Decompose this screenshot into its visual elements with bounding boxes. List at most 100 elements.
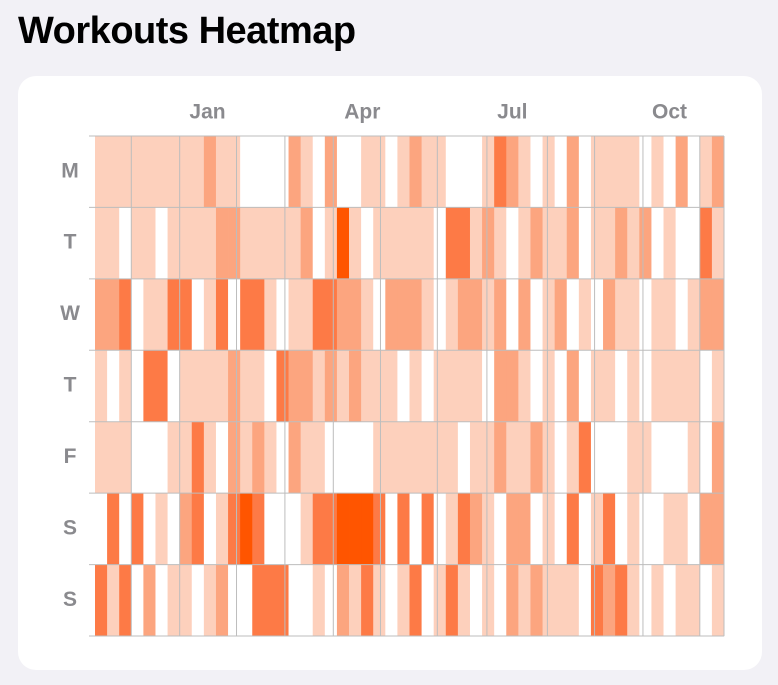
heat-cell xyxy=(675,136,689,208)
heat-cell xyxy=(590,493,604,565)
heat-cell xyxy=(554,421,568,494)
heat-cell xyxy=(336,278,350,351)
heat-cell xyxy=(542,278,556,351)
heat-cell xyxy=(131,207,144,280)
heat-cell xyxy=(264,493,277,565)
heat-cell xyxy=(385,564,398,637)
heat-cell xyxy=(252,136,265,208)
heat-cell xyxy=(191,350,205,423)
heat-cell xyxy=(469,350,483,423)
heat-cell xyxy=(191,136,205,208)
heat-cell xyxy=(397,421,410,494)
heat-cell xyxy=(349,207,362,280)
heat-cell xyxy=(651,493,664,565)
heat-cell xyxy=(215,207,229,280)
heat-cell xyxy=(240,136,253,208)
heat-cell xyxy=(639,564,652,637)
heat-cell xyxy=(482,350,495,423)
heat-cell xyxy=(699,207,713,280)
heat-cell xyxy=(119,278,132,351)
heat-cell xyxy=(518,493,531,565)
heat-cell xyxy=(578,421,592,494)
heat-cell xyxy=(264,564,277,637)
heat-cell xyxy=(711,136,725,208)
heat-cell xyxy=(373,350,386,423)
heat-cell xyxy=(203,278,217,351)
heat-cell xyxy=(409,493,422,565)
heat-cell xyxy=(191,493,205,565)
heat-cell xyxy=(179,493,193,565)
heat-cell xyxy=(566,564,580,637)
heat-cell xyxy=(276,350,289,423)
heat-cell xyxy=(349,350,362,423)
heat-cell xyxy=(361,564,374,637)
y-tick-label: W xyxy=(60,302,80,325)
heat-cell xyxy=(578,564,592,637)
heat-cell xyxy=(675,493,689,565)
heat-cell xyxy=(107,350,120,423)
heat-cell xyxy=(554,350,568,423)
heat-cell xyxy=(711,350,725,423)
heat-cell xyxy=(143,564,156,637)
heat-cell xyxy=(191,278,205,351)
heat-cell xyxy=(203,136,217,208)
heat-cell xyxy=(119,564,132,637)
heat-cell xyxy=(469,207,483,280)
heat-cell xyxy=(288,350,302,423)
heat-cell xyxy=(687,421,701,494)
heat-cell xyxy=(530,278,543,351)
heat-cell xyxy=(300,421,314,494)
heat-cell xyxy=(385,136,398,208)
heat-cell xyxy=(482,207,495,280)
heat-cell xyxy=(409,421,422,494)
heat-cell xyxy=(167,421,181,494)
heat-cell xyxy=(119,350,132,423)
heat-cell xyxy=(264,136,277,208)
heat-cell xyxy=(711,207,725,280)
heat-cell xyxy=(107,278,120,351)
heat-cell xyxy=(191,564,205,637)
heat-cell xyxy=(433,136,447,208)
heat-cell xyxy=(203,493,217,565)
heat-cell xyxy=(421,421,435,494)
heat-cell xyxy=(542,350,556,423)
heat-cell xyxy=(385,421,398,494)
heat-cell xyxy=(457,564,471,637)
heat-cell xyxy=(566,136,580,208)
heat-cell xyxy=(155,350,168,423)
heat-cell xyxy=(324,278,338,351)
heat-cell xyxy=(264,207,277,280)
heat-cell xyxy=(530,421,543,494)
heat-cell xyxy=(107,136,120,208)
heat-cell xyxy=(627,493,640,565)
heat-cell xyxy=(276,493,289,565)
heat-cell xyxy=(711,564,725,637)
heat-cell xyxy=(518,350,531,423)
heat-cell xyxy=(663,564,677,637)
heat-cell xyxy=(615,421,628,494)
heat-cell xyxy=(312,136,326,208)
heat-cell xyxy=(276,207,289,280)
heat-cell xyxy=(627,350,640,423)
heat-cell xyxy=(324,207,338,280)
heat-cell xyxy=(385,207,398,280)
heat-cell xyxy=(155,421,168,494)
heat-cell xyxy=(590,278,604,351)
heat-cell xyxy=(252,493,265,565)
heat-cell xyxy=(590,136,604,208)
heat-cell xyxy=(349,278,362,351)
heat-cell xyxy=(578,350,592,423)
heat-cell xyxy=(457,350,471,423)
heat-cell xyxy=(469,278,483,351)
heat-cell xyxy=(554,564,568,637)
heat-cell xyxy=(215,493,229,565)
heat-cell xyxy=(603,136,616,208)
heat-cell xyxy=(615,350,628,423)
heat-cell xyxy=(687,564,701,637)
heat-cell xyxy=(240,350,253,423)
heat-cell xyxy=(506,278,519,351)
heat-cell xyxy=(361,421,374,494)
heat-cell xyxy=(590,350,604,423)
heat-cell xyxy=(228,278,241,351)
